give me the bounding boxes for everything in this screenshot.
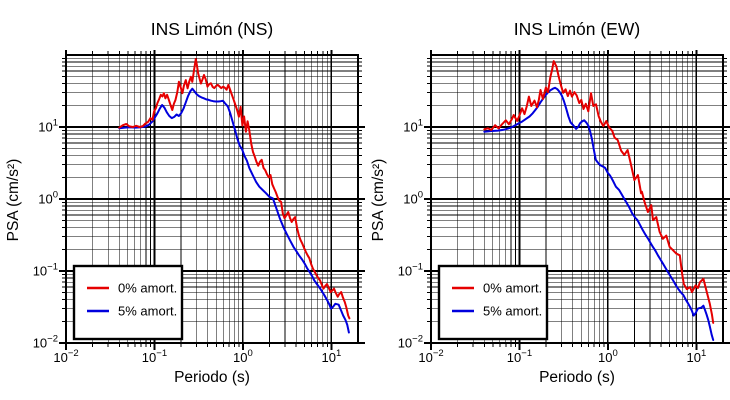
tick-label: 100 xyxy=(403,190,423,207)
series-line-0-amort xyxy=(118,58,351,320)
tick-label: 10−2 xyxy=(418,348,443,365)
plot-canvas-ns: 10−2 10−1 100 101 10−2 10−1 100 101 0% amort. 5% … xyxy=(33,50,365,365)
tick-label: 10−1 xyxy=(142,348,167,365)
tick-label: 101 xyxy=(403,118,423,135)
plot-title-ns: INS Limón (NS) xyxy=(150,19,274,39)
x-axis-label-ns: Periodo (s) xyxy=(174,369,250,386)
panel-ns: 10−2 10−1 100 101 10−2 10−1 100 101 0% amort. 5% … xyxy=(5,19,365,386)
plot-canvas-ew: 10−2 10−1 100 101 10−2 10−1 100 101 0% amort. 5% … xyxy=(398,50,730,365)
series-line-5-amort xyxy=(118,87,350,334)
tick-label: 101 xyxy=(38,118,58,135)
legend-label-5-amort: 5% amort. xyxy=(483,304,542,319)
legend-box xyxy=(72,264,184,341)
plot-frame xyxy=(429,53,725,345)
tick-label: 100 xyxy=(38,190,58,207)
panel-ew: 10−2 10−1 100 101 10−2 10−1 100 101 0% amort. 5% … xyxy=(365,0,730,400)
tick-label: 10−1 xyxy=(507,348,532,365)
tick-label: 100 xyxy=(598,348,618,365)
legend-label-0-amort: 0% amort. xyxy=(118,281,177,296)
series-group xyxy=(118,58,351,334)
series-line-5-amort xyxy=(483,86,715,341)
plot-title-ew: INS Limón (EW) xyxy=(513,19,641,39)
legend-box xyxy=(437,264,549,341)
y-axis-label-ns: PSA (cm/s²) xyxy=(5,158,22,242)
plot-frame xyxy=(64,53,360,345)
grid xyxy=(66,55,358,343)
tick-label: 100 xyxy=(233,348,253,365)
tick-label: 101 xyxy=(686,348,706,365)
legend-label-0-amort: 0% amort. xyxy=(483,281,542,296)
tick-label: 10−1 xyxy=(33,262,58,279)
y-axis-label-ew: PSA (cm/s²) xyxy=(370,158,387,242)
series-line-0-amort xyxy=(483,60,715,324)
tick-label: 10−2 xyxy=(398,334,423,351)
series-group xyxy=(483,60,715,341)
tick-label: 10−1 xyxy=(398,262,423,279)
tick-label: 101 xyxy=(321,348,341,365)
x-axis-label-ew: Periodo (s) xyxy=(539,369,615,386)
legend-label-5-amort: 5% amort. xyxy=(118,304,177,319)
legend: 0% amort. 5% amort. xyxy=(72,264,184,341)
legend: 0% amort. 5% amort. xyxy=(437,264,549,341)
tick-label: 10−2 xyxy=(33,334,58,351)
tick-label: 10−2 xyxy=(53,348,78,365)
